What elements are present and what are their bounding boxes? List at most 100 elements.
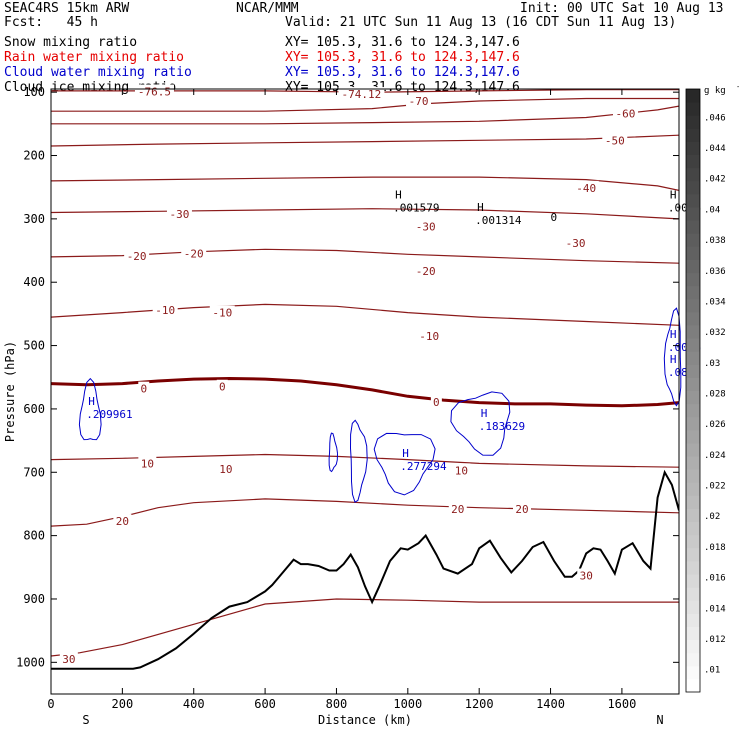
colorbar-tick-label: .046 (704, 113, 726, 123)
contour-label: -10 (212, 307, 232, 320)
contour-0 (51, 376, 679, 408)
colorbar-tick-label: .03 (704, 359, 720, 369)
x-endpoint-right: N (656, 713, 663, 727)
contour-label-bg (152, 303, 178, 316)
y-axis-label: Pressure (hPa) (3, 341, 17, 442)
field-xy-snow: XY= 105.3, 31.6 to 124.3,147.6 (285, 35, 520, 50)
contour-label-bg (602, 133, 628, 146)
field-label-rain: Rain water mixing ratio (4, 50, 185, 65)
colorbar-tick-label: .026 (704, 420, 726, 430)
colorbar-tick-label: .042 (704, 175, 726, 185)
colorbar-swatch (686, 233, 700, 247)
colorbar-swatch (686, 560, 700, 575)
colorbar-swatch (686, 377, 700, 391)
x-tick-label: 200 (112, 697, 134, 711)
colorbar-swatch (686, 534, 700, 549)
cloud-water-contour (373, 432, 436, 496)
field-xy-rain: XY= 105.3, 31.6 to 124.3,147.6 (285, 50, 520, 65)
colorbar-swatch (686, 442, 700, 457)
contour-label-bg (413, 263, 439, 276)
colorbar-swatch (686, 482, 700, 496)
y-tick-label: 700 (23, 465, 45, 479)
contour-label-bg (124, 249, 150, 262)
contour-label-bg (59, 652, 78, 665)
contour-label: 30 (580, 570, 593, 583)
colorbar-swatch (686, 115, 700, 129)
colorbar-swatch (686, 154, 700, 169)
colorbar-swatch (686, 102, 700, 116)
maximum-value: .209961 (86, 408, 132, 421)
x-tick-label: 1400 (536, 697, 565, 711)
contour-label-bg (166, 206, 192, 219)
maximum-value: .001579 (393, 201, 439, 214)
init-time: Init: 00 UTC Sat 10 Aug 13 (520, 1, 724, 16)
colorbar-swatch (686, 89, 700, 103)
contour-label: 20 (116, 515, 129, 528)
x-axis-label: Distance (km) (318, 713, 412, 727)
colorbar-swatch (686, 574, 700, 588)
contour-label: -40 (576, 182, 596, 195)
contour-label: -30 (566, 237, 586, 250)
colorbar: .01 .012 .014 .016 .018 .02 .022 .024 .026 .028 .0… (685, 83, 740, 693)
contour-neg40 (51, 176, 679, 191)
contour-label-bg (216, 462, 235, 475)
maximum-value: .183629 (479, 420, 525, 433)
terrain-line (51, 469, 679, 670)
colorbar-unit-superscript: -1 (736, 83, 740, 91)
maximum-value: .001314 (475, 214, 522, 227)
colorbar-swatch (686, 429, 700, 444)
x-tick-label: 400 (183, 697, 205, 711)
contour-label: -10 (155, 304, 175, 317)
colorbar-swatch (686, 259, 700, 274)
colorbar-swatch (686, 469, 700, 483)
contour-label: -74.12 (342, 88, 382, 101)
contour-label: -70 (409, 95, 429, 108)
y-tick-label: 300 (23, 212, 45, 226)
contour-label: -20 (127, 250, 147, 263)
contour-label: 20 (515, 503, 528, 516)
maximum-marker: H (670, 188, 677, 201)
colorbar-swatch (686, 311, 700, 326)
colorbar-swatch (686, 351, 700, 365)
colorbar-swatch (686, 587, 700, 601)
colorbar-swatch (686, 626, 700, 641)
colorbar-swatch (686, 652, 700, 667)
contour-label: -60 (616, 108, 636, 121)
colorbar-swatch (686, 508, 700, 523)
colorbar-tick-label: .034 (704, 297, 726, 307)
contour-label: 10 (141, 457, 154, 470)
contour-label-bg (338, 87, 385, 100)
maximum-marker: H (670, 328, 677, 341)
cloud-water-contour (78, 377, 102, 441)
contour-label: 10 (455, 464, 468, 477)
field-label-cloud-water: Cloud water mixing ratio (4, 65, 192, 80)
maximum-marker: H (402, 447, 409, 460)
colorbar-tick-label: .02 (704, 512, 720, 522)
colorbar-tick-label: .032 (704, 328, 726, 338)
colorbar-tick-label: .01 (704, 666, 720, 676)
x-endpoint-left: S (82, 713, 89, 727)
maximum-marker: H (670, 353, 677, 366)
field-label-snow: Snow mixing ratio (4, 35, 138, 50)
contour-label: -30 (170, 208, 190, 221)
maximum-marker: H (477, 201, 484, 214)
y-tick-label: 800 (23, 529, 45, 543)
cloud-water-contour (328, 432, 338, 473)
y-tick-label: 100 (23, 85, 45, 99)
y-tick-label: 900 (23, 592, 45, 606)
contour-label-bg (416, 329, 442, 342)
contour-label: 10 (219, 463, 232, 476)
contour-label: 0 (433, 396, 440, 409)
contour-label-bg (406, 94, 432, 107)
colorbar-swatch (686, 456, 700, 470)
contour-label: -10 (419, 330, 439, 343)
contour-label-bg (138, 456, 157, 469)
center-label: NCAR/MMM (236, 1, 299, 16)
contour-30 (51, 598, 679, 657)
colorbar-swatch (686, 521, 700, 536)
colorbar-swatch (686, 403, 700, 418)
colorbar-tick-label: .04 (704, 205, 720, 215)
maximum-value: .277294 (400, 460, 447, 473)
cloud-water-contours (78, 307, 682, 503)
